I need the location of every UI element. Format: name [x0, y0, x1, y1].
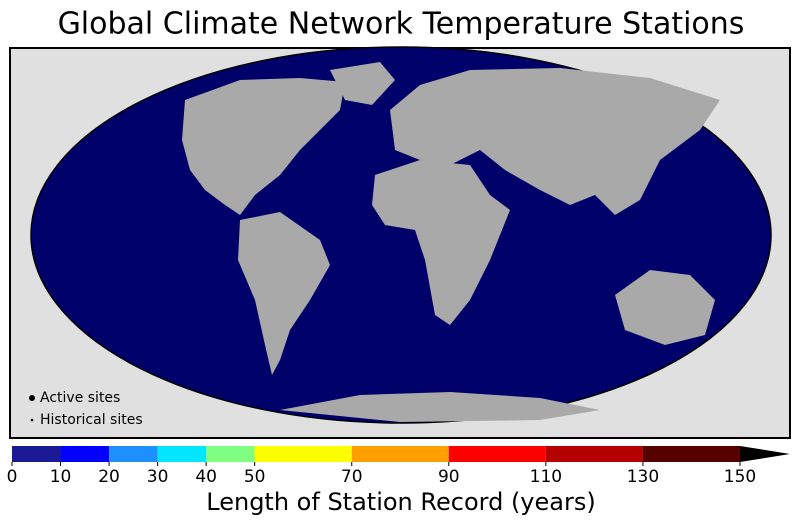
legend-active-marker	[29, 395, 35, 401]
colorbar-segment	[642, 446, 740, 462]
colorbar-segment	[254, 446, 352, 462]
australia	[615, 270, 715, 345]
colorbar-label: Length of Station Record (years)	[206, 488, 595, 516]
colorbar-tick-label: 90	[438, 467, 460, 487]
colorbar-tick-label: 20	[98, 467, 120, 487]
colorbar-tick-label: 50	[244, 467, 266, 487]
eurasia	[390, 68, 720, 215]
africa	[372, 160, 510, 325]
colorbar-segment	[351, 446, 449, 462]
south-america	[238, 212, 330, 375]
colorbar-segment	[448, 446, 546, 462]
colorbar-tick-label: 150	[724, 467, 756, 487]
colorbar-segment	[12, 446, 61, 462]
map	[30, 46, 772, 424]
colorbar-segment	[545, 446, 643, 462]
antarctica	[280, 392, 600, 422]
colorbar-tick-label: 110	[530, 467, 562, 487]
title: Global Climate Network Temperature Stati…	[58, 7, 745, 42]
colorbar-tick-label: 130	[627, 467, 659, 487]
colorbar-tick-label: 0	[7, 467, 18, 487]
colorbar-tick-label: 70	[341, 467, 363, 487]
colorbar-segment	[60, 446, 110, 462]
colorbar-tick-label: 40	[195, 467, 217, 487]
colorbar: 0 10 20 30 40 50 70 90 110 130 150	[7, 446, 790, 487]
north-america	[182, 78, 345, 215]
colorbar-segment	[157, 446, 207, 462]
colorbar-segment	[206, 446, 255, 462]
colorbar-extension	[740, 446, 790, 462]
greenland	[330, 62, 395, 105]
colorbar-tick-label: 30	[147, 467, 169, 487]
colorbar-tick-label: 10	[50, 467, 72, 487]
legend-historical-marker	[30, 418, 34, 422]
legend-active: Active sites	[40, 390, 120, 406]
colorbar-segment	[109, 446, 158, 462]
legend-historical: Historical sites	[40, 412, 143, 428]
